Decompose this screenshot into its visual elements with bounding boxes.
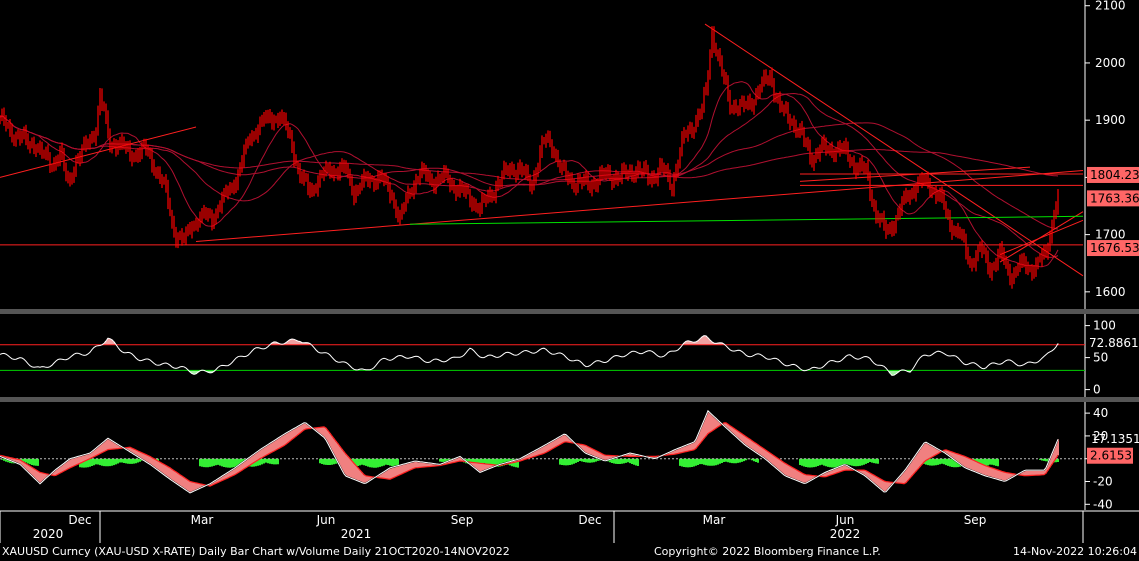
price-y-tick-label: 1600 — [1095, 285, 1126, 299]
price-value-tag-label: 1676.53 — [1090, 241, 1139, 255]
copyright-notice: Copyright© 2022 Bloomberg Finance L.P. — [654, 545, 881, 558]
price-y-tick-label: 2000 — [1095, 56, 1126, 70]
price-y-tick-label: 1900 — [1095, 113, 1126, 127]
macd-signal-tag — [1087, 447, 1133, 464]
price-value-tag-label: 1804.23 — [1090, 168, 1139, 182]
rsi-y-tick-label: 100 — [1093, 319, 1116, 333]
panel-frames — [0, 0, 1139, 512]
x-month-label: Mar — [191, 513, 214, 527]
x-month-label: Sep — [964, 513, 987, 527]
rsi-panel: 0 50 100 72.8861 — [0, 319, 1139, 397]
x-month-label: Dec — [578, 513, 601, 527]
macd-y-tick-label: 40 — [1093, 406, 1108, 420]
x-month-label: Mar — [703, 513, 726, 527]
x-axis: Dec Mar Jun Sep Dec Mar Jun Sep 2020 2021 2022 — [0, 511, 1084, 543]
x-year-label: 2020 — [33, 527, 64, 541]
panel-separator — [0, 397, 1139, 402]
price-panel: 1600170018001900200021001804.231763.3616… — [0, 0, 1139, 299]
x-year-label: 2022 — [830, 527, 861, 541]
panel-separator — [0, 309, 1139, 314]
trendline — [999, 219, 1084, 256]
rsi-last-value: 72.8861 — [1089, 336, 1139, 350]
price-y-tick-label: 1700 — [1095, 228, 1126, 242]
x-month-label: Jun — [316, 513, 336, 527]
macd-y-tick-label: -20 — [1093, 475, 1113, 489]
macd-line — [0, 409, 1059, 494]
ma-200-line — [0, 115, 1059, 181]
rsi-line — [0, 335, 1059, 376]
trendline — [999, 211, 1084, 263]
rsi-y-tick-label: 0 — [1093, 383, 1101, 397]
chart-description: XAUUSD Curncy (XAU-USD X-RATE) Daily Bar… — [2, 545, 510, 558]
support-line — [409, 215, 1084, 225]
macd-last-value: 17.1351 — [1091, 432, 1139, 446]
x-month-label: Jun — [835, 513, 855, 527]
trendline — [195, 170, 1084, 242]
x-month-label: Sep — [451, 513, 474, 527]
chart-timestamp: 14-Nov-2022 10:26:04 — [1012, 545, 1137, 558]
price-value-tag — [1087, 190, 1139, 207]
price-y-tick-label: 2100 — [1095, 0, 1126, 13]
macd-signal-fill — [0, 410, 1059, 493]
trendline — [799, 166, 1031, 182]
macd-y-tick-label: 20 — [1093, 429, 1108, 443]
ma-20-line — [0, 81, 1059, 268]
macd-signal-tag-label: 2.6153 — [1090, 449, 1132, 463]
x-month-label: Dec — [68, 513, 91, 527]
x-year-label: 2021 — [341, 527, 372, 541]
rsi-y-tick-label: 50 — [1093, 351, 1108, 365]
price-value-tag-label: 1763.36 — [1090, 191, 1139, 205]
macd-y-tick-label: -40 — [1093, 497, 1113, 511]
chart-footer: XAUUSD Curncy (XAU-USD X-RATE) Daily Bar… — [0, 543, 1139, 561]
price-value-tag — [1087, 166, 1139, 183]
macd-signal-line — [0, 422, 1059, 487]
price-value-tag — [1087, 240, 1139, 257]
trendline — [704, 23, 1084, 277]
trendline — [0, 126, 197, 178]
